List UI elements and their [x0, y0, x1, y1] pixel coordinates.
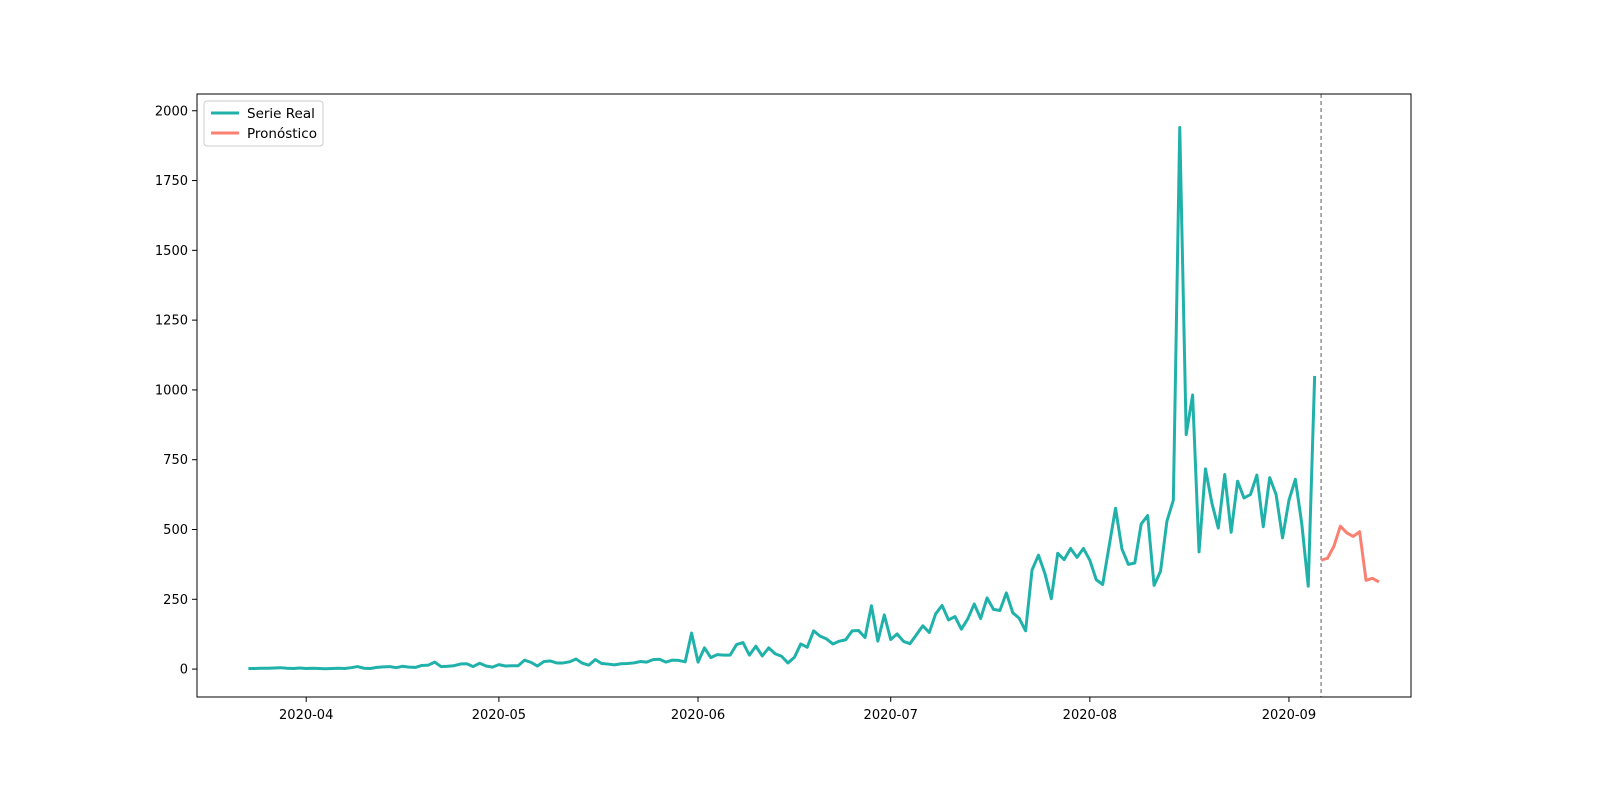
- legend-label: Serie Real: [247, 106, 315, 122]
- x-tick-label: 2020-06: [671, 708, 725, 723]
- y-tick-label: 1250: [155, 314, 188, 329]
- axes-layer: 0 250 500 750 1000 1250 1500 1750 2000 2020-04 202…: [155, 93, 1412, 723]
- series-layer: [248, 126, 1380, 671]
- y-tick-label: 250: [163, 593, 188, 608]
- y-tick-label: 1500: [155, 244, 188, 259]
- y-tick-label: 500: [163, 523, 188, 538]
- y-tick-label: 0: [180, 663, 188, 678]
- axes-frame: [196, 93, 1412, 698]
- x-tick-label: 2020-04: [279, 708, 333, 723]
- x-tick-label: 2020-09: [1262, 708, 1316, 723]
- x-tick-label: 2020-05: [472, 708, 526, 723]
- x-tick-label: 2020-08: [1063, 708, 1117, 723]
- y-tick-label: 1750: [155, 174, 188, 189]
- y-tick-label: 2000: [155, 104, 188, 119]
- series-line-real: [248, 126, 1317, 671]
- legend-label: Pronóstico: [247, 126, 317, 142]
- y-tick-label: 1000: [155, 383, 188, 398]
- series-line-forecast: [1320, 524, 1380, 584]
- legend: Serie Real Pronóstico: [203, 100, 324, 147]
- x-tick-label: 2020-07: [864, 708, 918, 723]
- y-tick-label: 750: [163, 453, 188, 468]
